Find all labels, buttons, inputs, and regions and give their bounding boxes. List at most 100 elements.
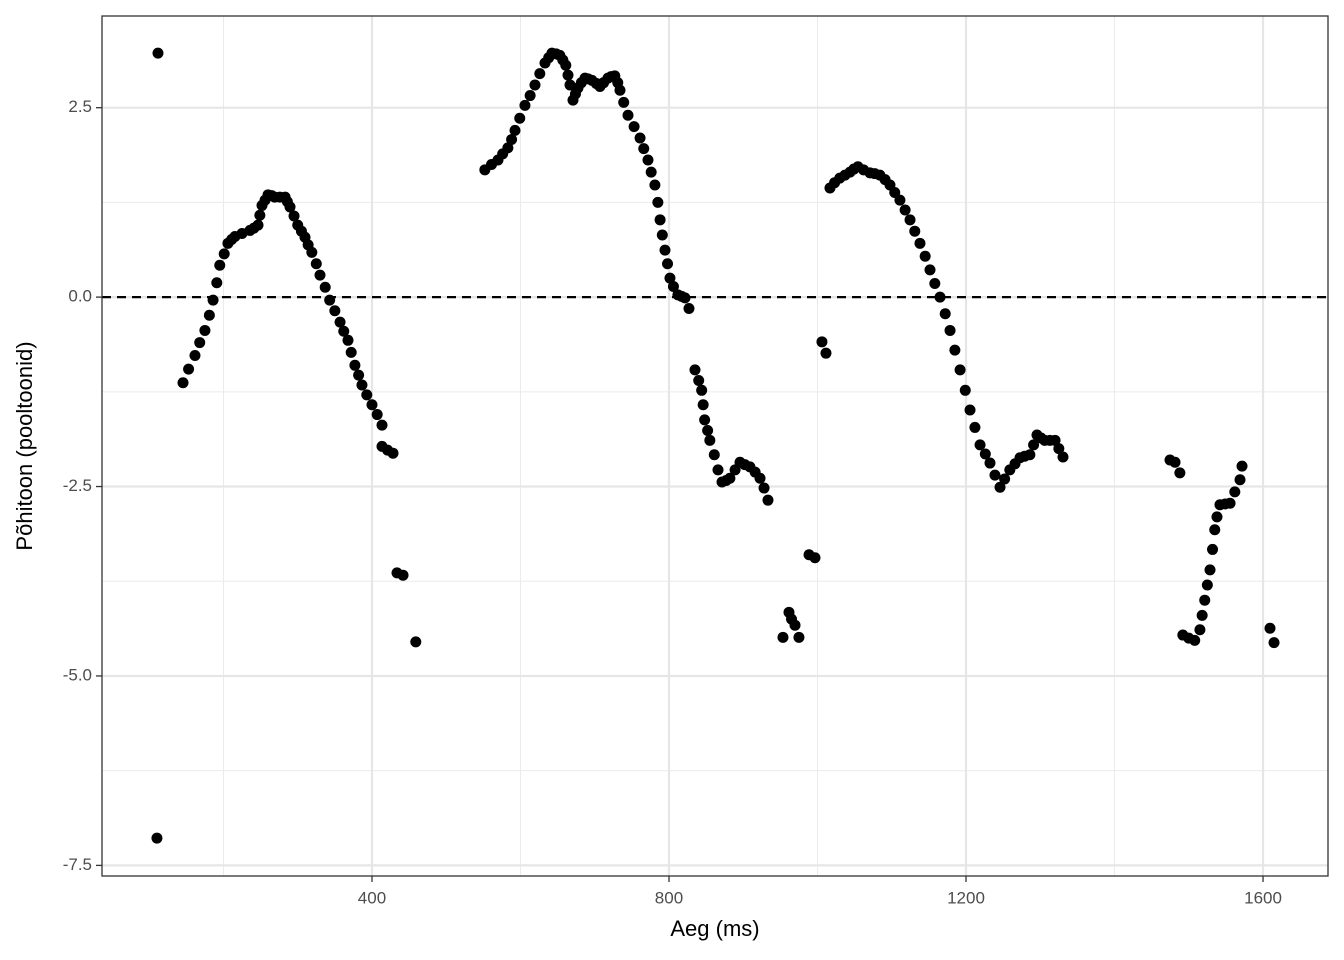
point: [974, 439, 986, 451]
points: [102, 47, 1328, 844]
point: [664, 272, 676, 284]
point: [628, 121, 640, 133]
point: [1204, 564, 1216, 576]
x-axis-title: Aeg (ms): [670, 916, 759, 941]
point: [708, 449, 720, 461]
point: [207, 294, 219, 306]
point: [562, 69, 574, 81]
point: [199, 324, 211, 336]
point: [1028, 439, 1040, 451]
point: [1268, 637, 1280, 649]
point: [989, 469, 1001, 481]
x-tick-label: 800: [655, 888, 683, 907]
point: [904, 214, 916, 226]
point: [642, 154, 654, 166]
y-tick-label: 2.5: [68, 97, 92, 116]
point: [1234, 474, 1246, 486]
point: [189, 349, 201, 361]
point: [349, 359, 361, 371]
point: [679, 292, 691, 304]
point: [252, 219, 264, 231]
point: [667, 281, 679, 293]
point: [502, 142, 514, 154]
point: [939, 308, 951, 320]
point: [288, 210, 300, 222]
point: [662, 258, 674, 270]
point: [1057, 451, 1069, 463]
point: [319, 281, 331, 293]
point: [218, 248, 230, 260]
point: [699, 414, 711, 426]
point: [894, 194, 906, 206]
point: [1264, 622, 1276, 634]
point: [211, 277, 223, 289]
point: [654, 214, 666, 226]
point: [979, 448, 991, 460]
point: [634, 132, 646, 144]
point: [410, 636, 422, 648]
point: [816, 336, 828, 348]
point: [529, 79, 541, 91]
point: [514, 112, 526, 124]
point: [645, 166, 657, 178]
point: [284, 201, 296, 213]
point: [622, 109, 634, 121]
point: [949, 344, 961, 356]
point: [793, 631, 805, 643]
point: [1194, 624, 1206, 636]
point: [338, 325, 350, 337]
x-tick-label: 400: [358, 888, 386, 907]
point: [929, 277, 941, 289]
point: [994, 481, 1006, 493]
point: [693, 374, 705, 386]
point: [659, 244, 671, 256]
point: [345, 346, 357, 358]
point: [329, 305, 341, 317]
point: [387, 447, 399, 459]
point: [649, 179, 661, 191]
point: [909, 225, 921, 237]
point: [254, 209, 266, 221]
point: [638, 143, 650, 155]
point: [618, 96, 630, 108]
point: [1201, 579, 1213, 591]
point: [366, 399, 378, 411]
point: [509, 124, 521, 136]
point: [334, 316, 346, 328]
point: [789, 619, 801, 631]
point: [959, 384, 971, 396]
point: [696, 384, 708, 396]
point: [183, 363, 195, 375]
y-tick-label: -2.5: [63, 476, 92, 495]
point: [914, 237, 926, 249]
point: [683, 302, 695, 314]
point: [356, 379, 368, 391]
point: [1174, 467, 1186, 479]
point: [924, 264, 936, 276]
point: [984, 457, 996, 469]
point: [306, 246, 318, 258]
point: [203, 309, 215, 321]
x-tick-label: 1200: [947, 888, 985, 907]
point: [754, 472, 766, 484]
point: [820, 347, 832, 359]
point: [560, 59, 572, 71]
point: [656, 229, 668, 241]
point: [397, 569, 409, 581]
x-tick-label: 1600: [1244, 888, 1282, 907]
point: [704, 434, 716, 446]
point: [652, 196, 664, 208]
point: [371, 409, 383, 421]
point: [1211, 511, 1223, 523]
point: [534, 68, 546, 80]
point: [353, 369, 365, 381]
point: [697, 399, 709, 411]
point: [702, 424, 714, 436]
point: [1224, 497, 1236, 509]
point: [614, 84, 626, 96]
point: [1169, 456, 1181, 468]
y-axis-title: Põhitoon (pooltoonid): [12, 341, 37, 550]
y-tick-label: -7.5: [63, 855, 92, 874]
